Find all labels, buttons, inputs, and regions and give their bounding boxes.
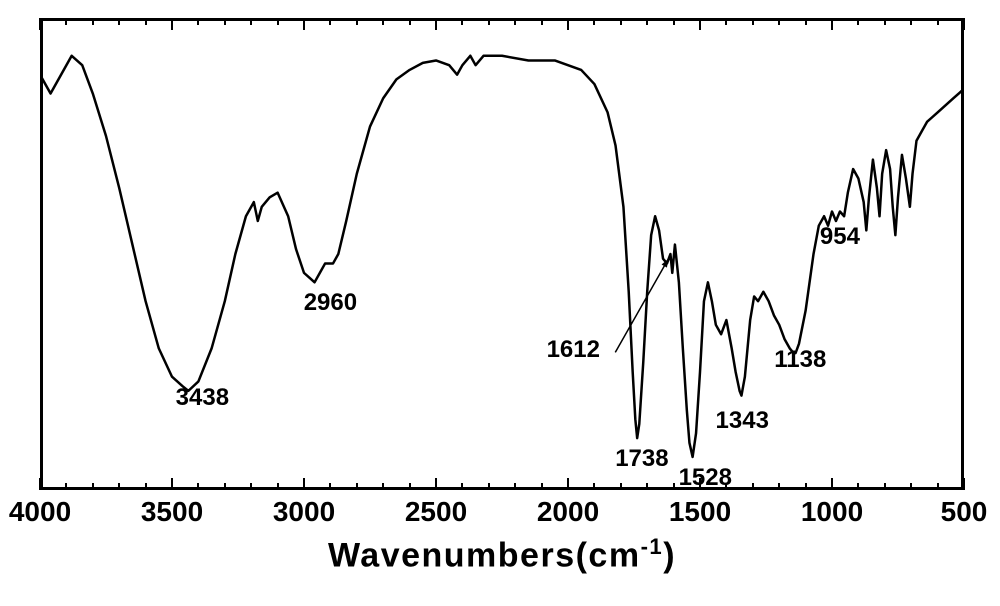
peak-label: 1528 (679, 464, 732, 492)
peak-label: 1738 (615, 445, 668, 473)
x-title-tail: ) (663, 536, 676, 574)
x-tick-label: 2000 (537, 496, 599, 528)
peak-label: 1343 (716, 407, 769, 435)
x-title-main: Wavenumbers(cm (328, 536, 641, 574)
x-tick-label: 3000 (273, 496, 335, 528)
spectrum-svg (40, 18, 964, 490)
x-tick-label: 3500 (141, 496, 203, 528)
x-tick-label: 1500 (669, 496, 731, 528)
peak-label: 1138 (774, 346, 826, 374)
x-title-sup: -1 (641, 534, 664, 559)
x-tick-label: 500 (941, 496, 988, 528)
peak-label: 954 (820, 223, 860, 251)
x-tick-label: 2500 (405, 496, 467, 528)
peak-label: 2960 (304, 289, 357, 317)
x-tick-label: 1000 (801, 496, 863, 528)
peak-label: 1612 (547, 336, 600, 364)
x-tick-label: 4000 (9, 496, 71, 528)
peak-label: 3438 (176, 384, 229, 412)
peak-arrow (615, 259, 668, 353)
x-axis-title: Wavenumbers(cm-1) (328, 534, 676, 575)
